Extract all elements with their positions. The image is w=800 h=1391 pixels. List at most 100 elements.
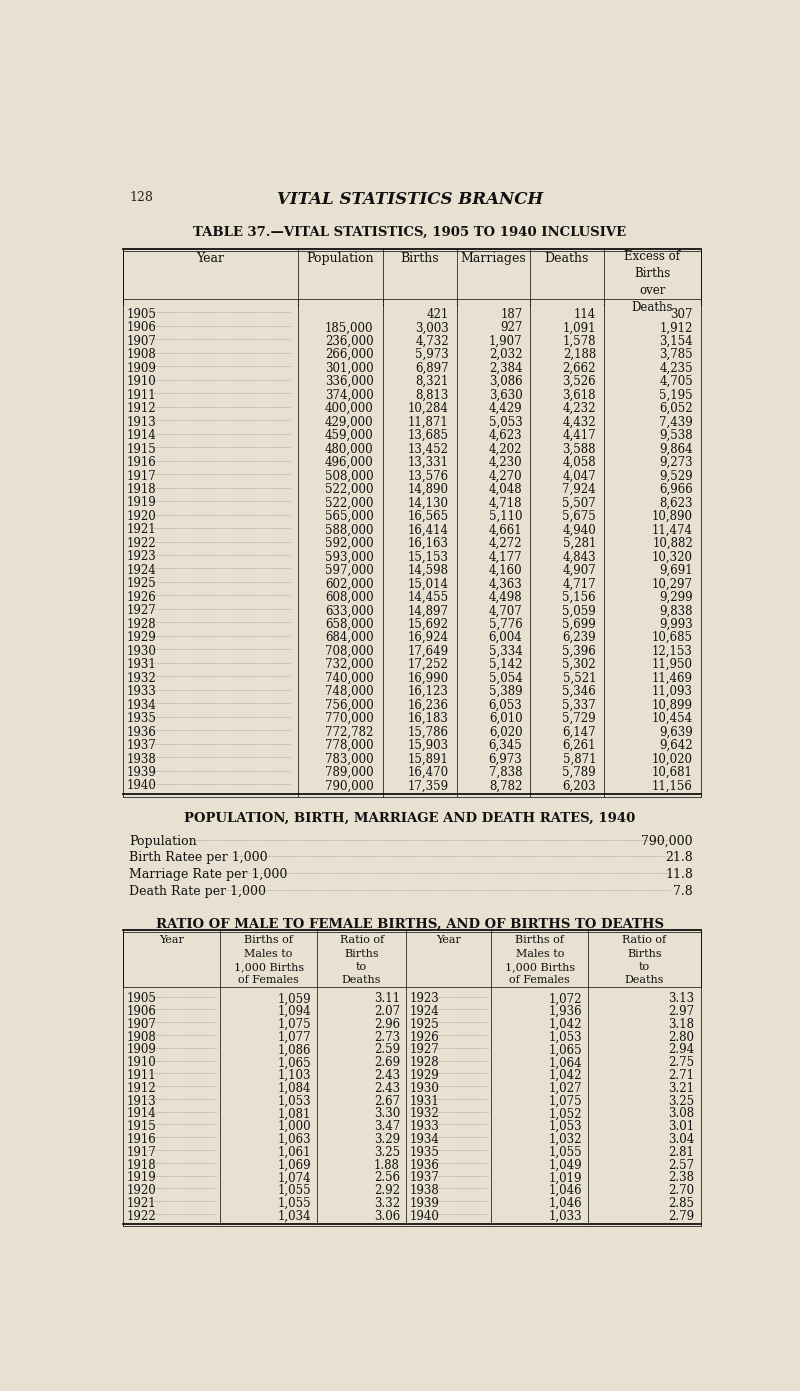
Text: 8,782: 8,782 [489,779,522,793]
Text: 3.47: 3.47 [374,1120,400,1134]
Text: 6,966: 6,966 [659,483,693,497]
Text: 1910: 1910 [127,1056,157,1070]
Text: 1,046: 1,046 [549,1184,582,1198]
Text: POPULATION, BIRTH, MARRIAGE AND DEATH RATES, 1940: POPULATION, BIRTH, MARRIAGE AND DEATH RA… [184,811,636,825]
Text: 17,649: 17,649 [408,644,449,658]
Text: 5,053: 5,053 [489,416,522,428]
Text: 3,630: 3,630 [489,388,522,402]
Text: 588,000: 588,000 [325,523,374,537]
Text: 2.85: 2.85 [669,1196,694,1210]
Text: 14,130: 14,130 [408,497,449,509]
Text: 5,054: 5,054 [489,672,522,684]
Text: 4,235: 4,235 [659,362,693,374]
Text: 15,692: 15,692 [408,618,449,630]
Text: 266,000: 266,000 [325,348,374,362]
Text: 1907: 1907 [127,1018,157,1031]
Text: 16,163: 16,163 [408,537,449,549]
Text: 5,776: 5,776 [489,618,522,630]
Text: 1924: 1924 [127,563,157,577]
Text: 1,084: 1,084 [278,1082,310,1095]
Text: 1920: 1920 [127,510,157,523]
Text: 11,469: 11,469 [652,672,693,684]
Text: 496,000: 496,000 [325,456,374,469]
Text: 459,000: 459,000 [325,428,374,442]
Text: 3.21: 3.21 [669,1082,694,1095]
Text: 1918: 1918 [127,483,157,497]
Text: 1938: 1938 [127,753,157,765]
Text: 5,346: 5,346 [562,686,596,698]
Text: 1927: 1927 [127,604,157,618]
Text: 9,691: 9,691 [659,563,693,577]
Text: 4,272: 4,272 [489,537,522,549]
Text: 6,052: 6,052 [659,402,693,415]
Text: 1931: 1931 [410,1095,440,1107]
Text: 15,014: 15,014 [408,577,449,590]
Text: 4,498: 4,498 [489,591,522,604]
Text: Year: Year [159,935,184,946]
Text: 3.25: 3.25 [374,1146,400,1159]
Text: 9,864: 9,864 [659,442,693,456]
Text: 1,027: 1,027 [549,1082,582,1095]
Text: 732,000: 732,000 [325,658,374,672]
Text: Ratio of
Births
to
Deaths: Ratio of Births to Deaths [339,935,384,985]
Text: 1,069: 1,069 [277,1159,310,1171]
Text: 1912: 1912 [127,1082,157,1095]
Text: 1,042: 1,042 [549,1070,582,1082]
Text: 4,623: 4,623 [489,428,522,442]
Text: 1912: 1912 [127,402,157,415]
Text: 5,059: 5,059 [562,604,596,618]
Text: 770,000: 770,000 [325,712,374,725]
Text: 10,320: 10,320 [652,551,693,563]
Text: 1,052: 1,052 [549,1107,582,1120]
Text: 8,321: 8,321 [415,376,449,388]
Text: 1929: 1929 [127,632,157,644]
Text: 5,334: 5,334 [489,644,522,658]
Text: 15,903: 15,903 [408,739,449,753]
Text: Births of
Males to
1,000 Births
of Females: Births of Males to 1,000 Births of Femal… [505,935,575,985]
Text: 1,042: 1,042 [549,1018,582,1031]
Text: 2.43: 2.43 [374,1070,400,1082]
Text: 7,924: 7,924 [562,483,596,497]
Text: 307: 307 [670,307,693,321]
Text: 3,785: 3,785 [659,348,693,362]
Text: 1938: 1938 [410,1184,440,1198]
Text: 1922: 1922 [127,1210,157,1223]
Text: 5,789: 5,789 [562,766,596,779]
Text: 1932: 1932 [127,672,157,684]
Text: 3,086: 3,086 [489,376,522,388]
Text: 10,890: 10,890 [652,510,693,523]
Text: 3.04: 3.04 [668,1132,694,1146]
Text: 4,047: 4,047 [562,470,596,483]
Text: 608,000: 608,000 [325,591,374,604]
Text: 1917: 1917 [127,1146,157,1159]
Text: 6,973: 6,973 [489,753,522,765]
Text: 9,299: 9,299 [659,591,693,604]
Text: 1905: 1905 [127,992,157,1006]
Text: 1911: 1911 [127,1070,157,1082]
Text: 5,699: 5,699 [562,618,596,630]
Text: RATIO OF MALE TO FEMALE BIRTHS, AND OF BIRTHS TO DEATHS: RATIO OF MALE TO FEMALE BIRTHS, AND OF B… [156,918,664,931]
Text: 1923: 1923 [410,992,440,1006]
Text: 3.08: 3.08 [668,1107,694,1120]
Text: 1916: 1916 [127,456,157,469]
Text: 6,147: 6,147 [562,726,596,739]
Text: 11,474: 11,474 [652,523,693,537]
Text: 9,993: 9,993 [659,618,693,630]
Text: Marriages: Marriages [461,252,526,266]
Text: 4,718: 4,718 [489,497,522,509]
Text: 10,297: 10,297 [652,577,693,590]
Text: 565,000: 565,000 [325,510,374,523]
Text: 592,000: 592,000 [325,537,374,549]
Text: Year: Year [197,252,225,266]
Text: 10,882: 10,882 [652,537,693,549]
Text: Marriage Rate per 1,000: Marriage Rate per 1,000 [130,868,288,882]
Text: 9,838: 9,838 [659,604,693,618]
Text: 236,000: 236,000 [325,335,374,348]
Text: 4,432: 4,432 [562,416,596,428]
Text: 1933: 1933 [410,1120,440,1134]
Text: 5,521: 5,521 [562,672,596,684]
Text: 5,396: 5,396 [562,644,596,658]
Text: 2.70: 2.70 [668,1184,694,1198]
Text: 633,000: 633,000 [325,604,374,618]
Text: 1907: 1907 [127,335,157,348]
